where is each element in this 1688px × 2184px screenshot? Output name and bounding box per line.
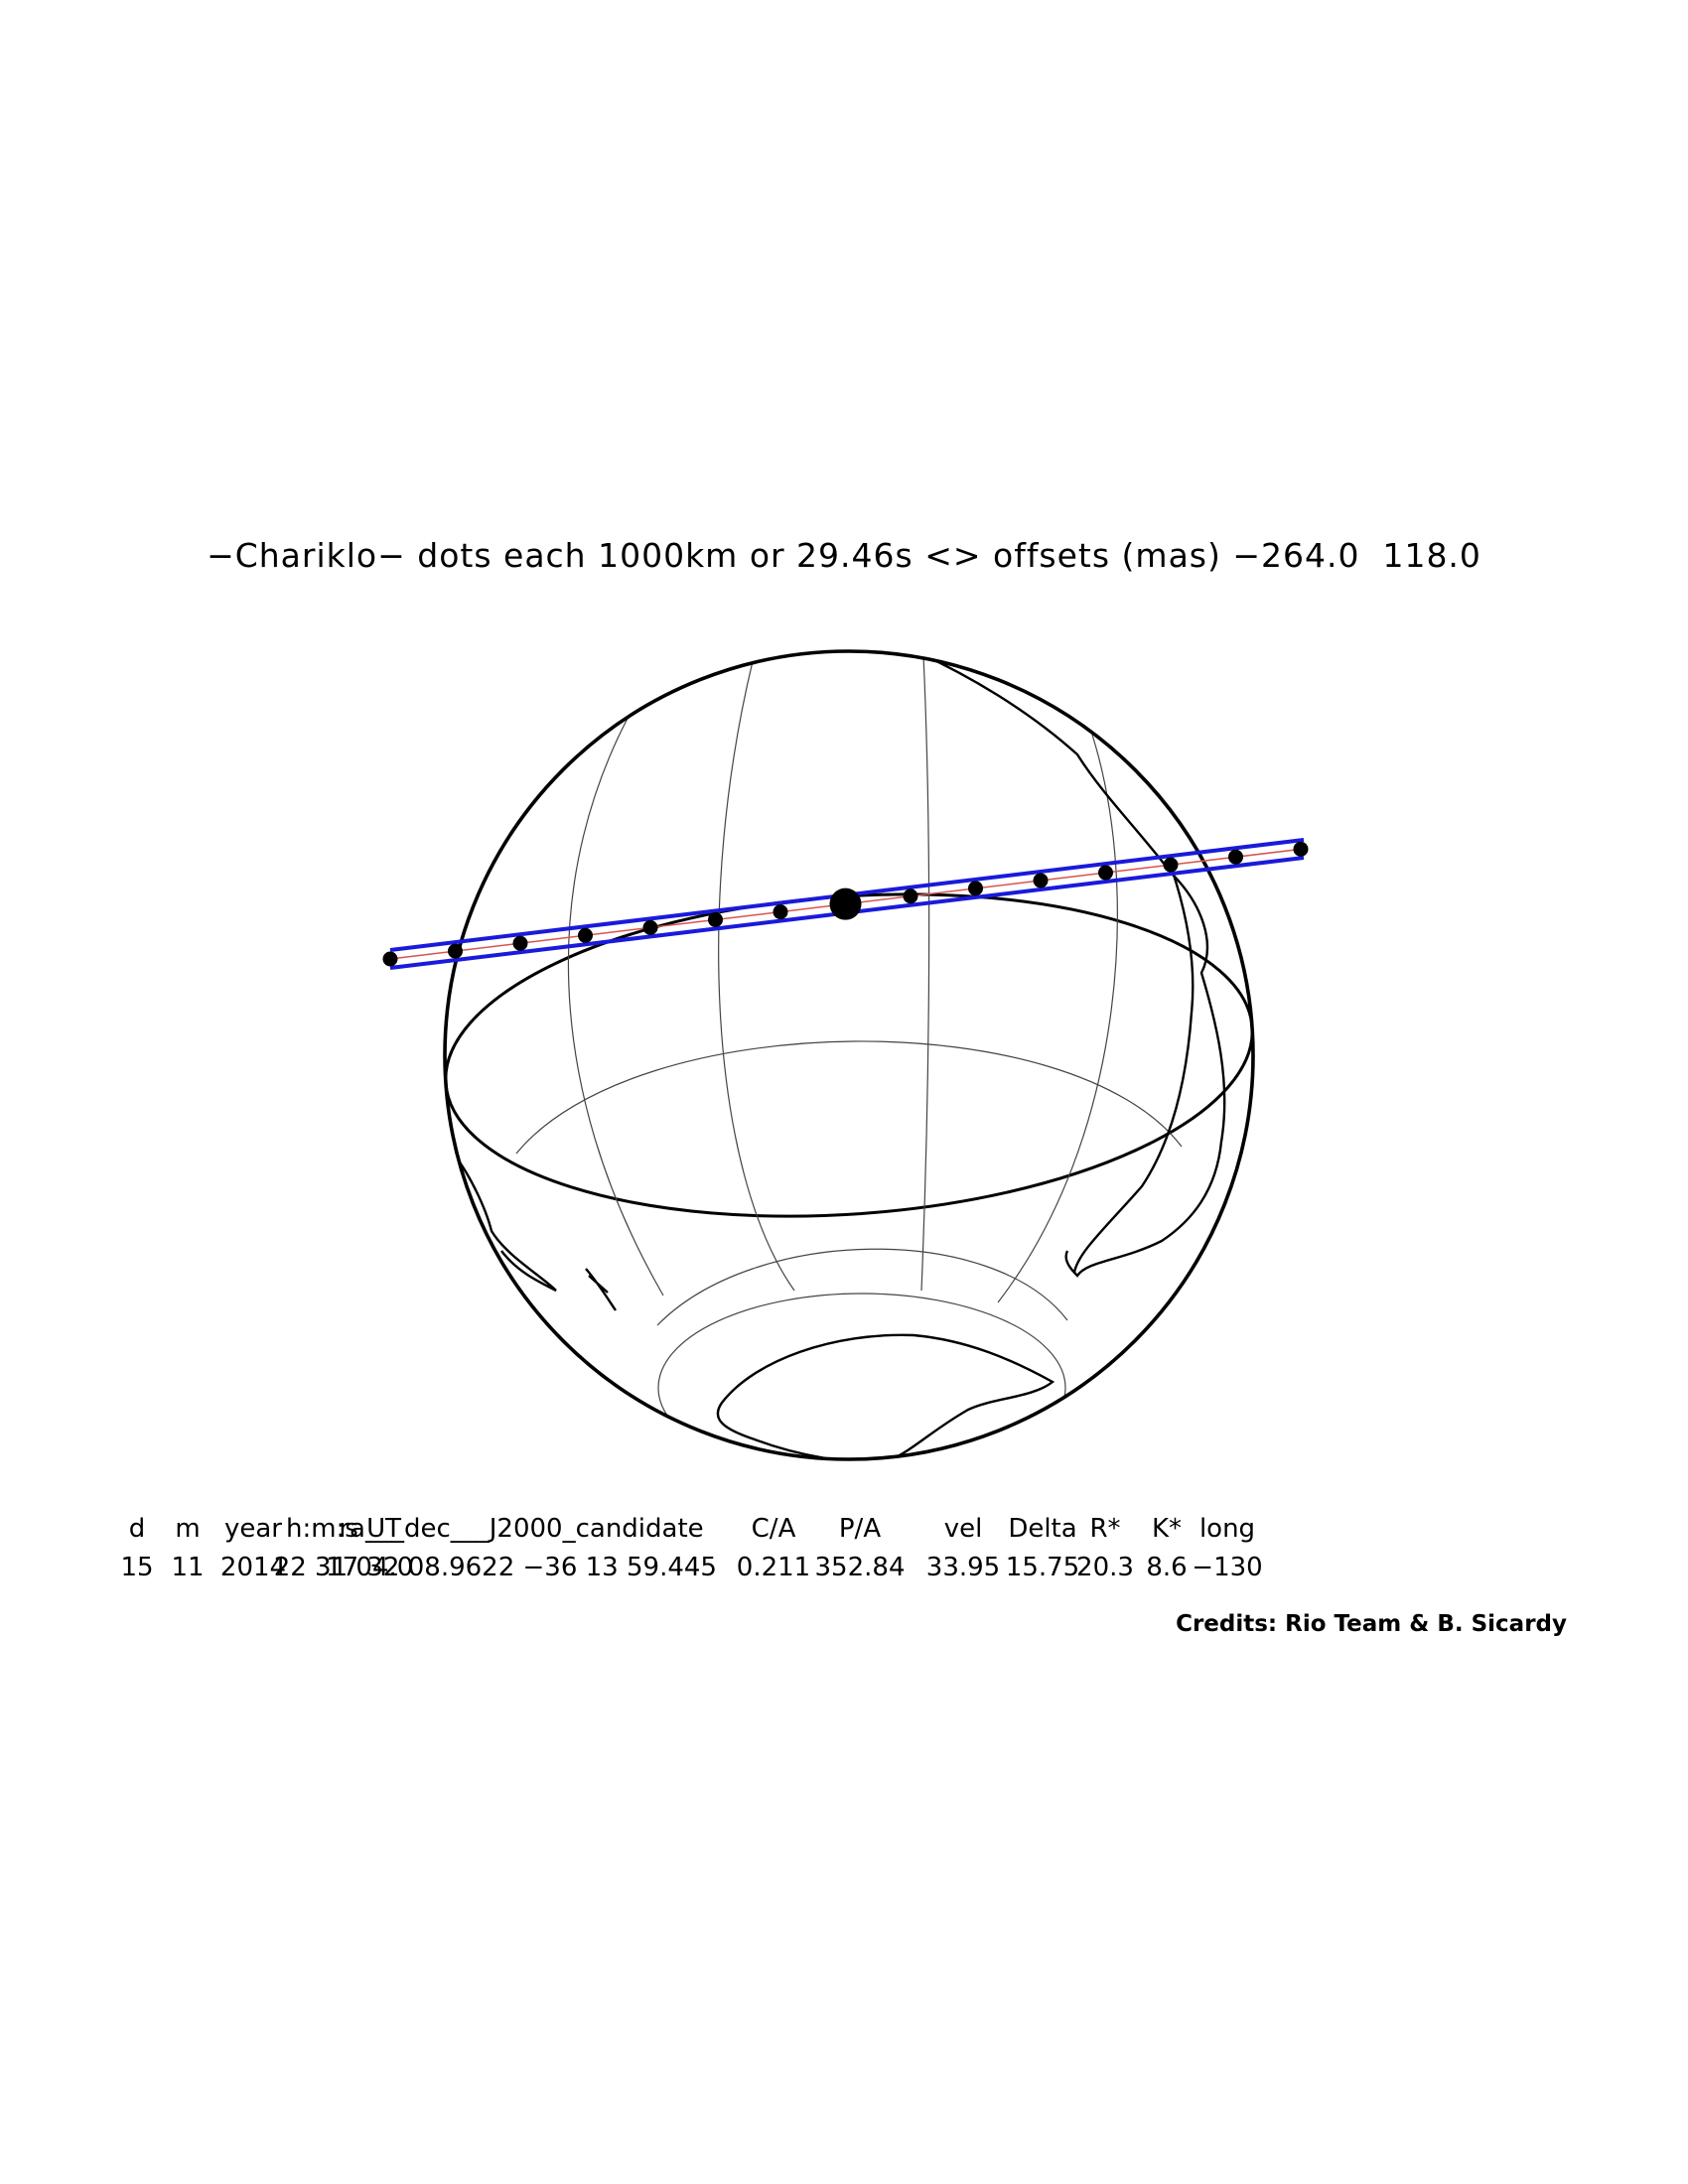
meridian-line	[920, 654, 930, 1292]
header-cell: K*	[1151, 1514, 1183, 1544]
track-dot	[642, 919, 658, 935]
equator-line	[444, 892, 1254, 1218]
track-dot	[1228, 849, 1243, 865]
meridian-line	[718, 652, 795, 1292]
south-america-coast	[1072, 868, 1195, 1274]
track-dot	[708, 911, 723, 927]
antarctica-coastline	[716, 1333, 1055, 1459]
value-cell: 15.75	[1005, 1553, 1080, 1582]
table-value-row: 15 11 2014 22 31 04.0 17 32 08.9622 −36 13 5…	[120, 1553, 1567, 1590]
value-cell: 11	[171, 1553, 205, 1582]
globe-outline	[443, 649, 1255, 1461]
new-zealand-coastline	[585, 1268, 617, 1311]
value-cell: 17 32 08.9622 −36 13 59.445	[326, 1553, 717, 1582]
graticule	[444, 652, 1254, 1459]
table-header-row: d m year h:m:s UT ra___dec___J2000_candidate…	[127, 1514, 1567, 1552]
header-cell: P/A	[838, 1514, 882, 1544]
value-cell: 33.95	[925, 1553, 1001, 1582]
value-cell: 2014	[219, 1553, 287, 1582]
header-cell: long	[1198, 1514, 1256, 1544]
header-cell: ra___dec___J2000_candidate	[339, 1514, 704, 1544]
header-cell: d	[128, 1514, 146, 1544]
header-cell: C/A	[751, 1514, 796, 1544]
value-cell: −130	[1192, 1553, 1263, 1582]
latitude-line	[515, 1040, 1183, 1155]
track-dot	[1098, 865, 1113, 881]
header-cell: vel	[943, 1514, 983, 1544]
header-cell: R*	[1089, 1514, 1121, 1544]
header-cell: year	[223, 1514, 283, 1544]
track-dot	[382, 951, 398, 967]
americas-coastline	[913, 651, 1226, 1278]
latitude-line	[656, 1248, 1068, 1326]
credits-text: Credits: Rio Team & B. Sicardy	[1176, 1611, 1567, 1637]
track-dot	[448, 943, 463, 959]
coastlines	[451, 651, 1226, 1459]
value-cell: 352.84	[814, 1553, 906, 1582]
closest-approach-dot	[829, 887, 862, 920]
track-dot	[903, 888, 918, 904]
value-cell: 20.3	[1076, 1553, 1134, 1582]
header-cell: h:m:s UT	[285, 1514, 402, 1544]
track-dot	[1033, 873, 1049, 888]
track-dot	[1293, 841, 1309, 857]
track-dot	[968, 881, 983, 896]
map-title: −Chariklo− dots each 1000km or 29.46s <>…	[207, 536, 1481, 575]
value-cell: 15	[120, 1553, 154, 1582]
shadow-path	[382, 838, 1309, 970]
track-dot	[578, 927, 593, 943]
value-cell: 8.6	[1146, 1553, 1188, 1582]
value-cell: 22 31 04.0	[273, 1553, 414, 1582]
track-dot	[512, 935, 528, 951]
meridian-line	[997, 734, 1118, 1303]
australia-coastline	[451, 1151, 557, 1293]
meridian-line	[567, 694, 664, 1297]
header-cell: m	[175, 1514, 201, 1544]
track-dot	[1163, 857, 1179, 873]
header-cell: Delta	[1008, 1514, 1077, 1544]
track-dot	[773, 904, 788, 920]
value-cell: 0.211	[736, 1553, 811, 1582]
latitude-line	[657, 1293, 1066, 1459]
